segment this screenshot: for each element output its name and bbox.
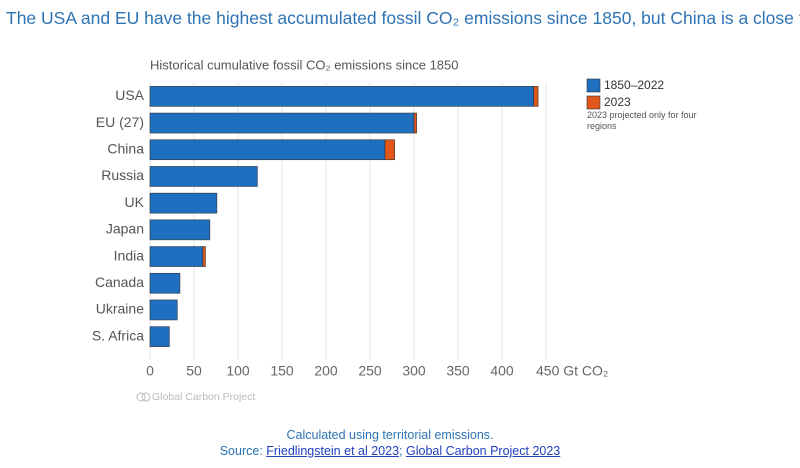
bar-segment [533, 86, 539, 107]
bar-segment [149, 219, 211, 241]
x-tick-label: 300 [402, 363, 426, 379]
x-tick-label: 350 [446, 363, 470, 379]
x-tick-label: 150 [270, 363, 294, 379]
legend-label: 2023 [604, 95, 631, 109]
bar-segment [149, 192, 218, 214]
legend-swatch [586, 95, 601, 110]
bar-segment [149, 112, 415, 134]
x-tick-label: 400 [490, 363, 514, 379]
chart-subtitle: Historical cumulative fossil CO₂ emissio… [150, 57, 459, 72]
separator: ; [399, 444, 403, 458]
bar-segment [149, 299, 178, 321]
bar-segment [149, 246, 204, 267]
bar-segment [384, 139, 395, 161]
y-tick-label: China [107, 140, 144, 156]
x-tick-label: 100 [226, 363, 250, 379]
y-tick-label: Japan [106, 221, 144, 237]
legend-swatch [586, 78, 601, 93]
legend-label: 1850–2022 [604, 78, 664, 92]
source-link[interactable]: Global Carbon Project 2023 [406, 444, 561, 458]
source-label: Source: [219, 444, 263, 458]
page-title: The USA and EU have the highest accumula… [6, 8, 800, 28]
x-tick-label: 200 [314, 363, 338, 379]
y-tick-label: USA [115, 87, 144, 103]
bar-segment [149, 139, 386, 161]
x-tick-label: 250 [358, 363, 382, 379]
y-tick-label: S. Africa [92, 327, 144, 343]
bar-segment [149, 166, 258, 187]
x-tick-label: 450 Gt CO₂ [536, 363, 608, 379]
watermark-icon [136, 392, 146, 402]
bar-segment [149, 86, 534, 107]
x-tick-label: 50 [186, 363, 202, 379]
y-tick-label: Russia [101, 167, 144, 183]
bar-segment [149, 326, 170, 347]
y-tick-label: India [114, 247, 145, 263]
watermark-icon [141, 392, 151, 402]
y-tick-label: UK [125, 194, 145, 210]
y-tick-label: EU (27) [96, 114, 144, 130]
y-tick-label: Canada [95, 274, 144, 290]
bar-segment [413, 112, 417, 134]
bar-segment [202, 246, 206, 267]
source-link[interactable]: Friedlingstein et al 2023 [266, 444, 400, 458]
footer-source: Source: Friedlingstein et al 2023; Globa… [0, 444, 780, 458]
watermark: Global Carbon Project [152, 391, 255, 403]
bar-segment [149, 272, 181, 294]
y-tick-label: Ukraine [96, 301, 144, 317]
x-tick-label: 0 [146, 363, 154, 379]
legend-note: 2023 projected only for four regions [587, 110, 697, 131]
footer-note: Calculated using territorial emissions. [286, 428, 494, 442]
